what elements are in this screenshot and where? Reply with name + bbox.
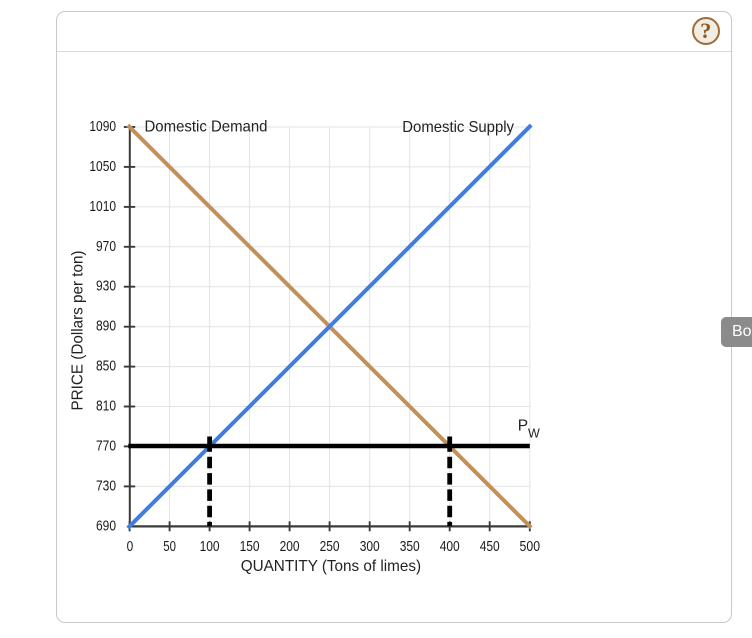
svg-text:970: 970 xyxy=(96,239,116,255)
svg-text:690: 690 xyxy=(96,518,116,534)
svg-text:770: 770 xyxy=(96,438,116,454)
svg-text:300: 300 xyxy=(360,539,380,555)
svg-text:250: 250 xyxy=(320,539,340,555)
svg-text:150: 150 xyxy=(240,539,260,555)
svg-text:P: P xyxy=(518,418,528,435)
svg-text:730: 730 xyxy=(96,478,116,494)
svg-text:890: 890 xyxy=(96,319,116,335)
svg-text:Domestic Supply: Domestic Supply xyxy=(402,119,514,136)
svg-text:350: 350 xyxy=(400,539,420,555)
svg-text:PRICE (Dollars per ton): PRICE (Dollars per ton) xyxy=(70,251,87,411)
svg-text:400: 400 xyxy=(440,539,460,555)
svg-text:850: 850 xyxy=(96,359,116,375)
svg-text:W: W xyxy=(528,427,540,441)
svg-text:0: 0 xyxy=(127,539,134,555)
svg-text:QUANTITY (Tons of limes): QUANTITY (Tons of limes) xyxy=(241,558,421,575)
svg-text:Domestic Demand: Domestic Demand xyxy=(145,118,268,135)
svg-text:1090: 1090 xyxy=(89,119,116,135)
svg-text:50: 50 xyxy=(163,539,176,555)
svg-text:810: 810 xyxy=(96,399,116,415)
svg-text:200: 200 xyxy=(280,539,300,555)
svg-text:100: 100 xyxy=(200,539,220,555)
svg-text:1010: 1010 xyxy=(89,199,116,215)
svg-text:450: 450 xyxy=(480,539,500,555)
svg-text:930: 930 xyxy=(96,279,116,295)
svg-text:500: 500 xyxy=(520,539,541,555)
svg-text:1050: 1050 xyxy=(89,159,116,175)
